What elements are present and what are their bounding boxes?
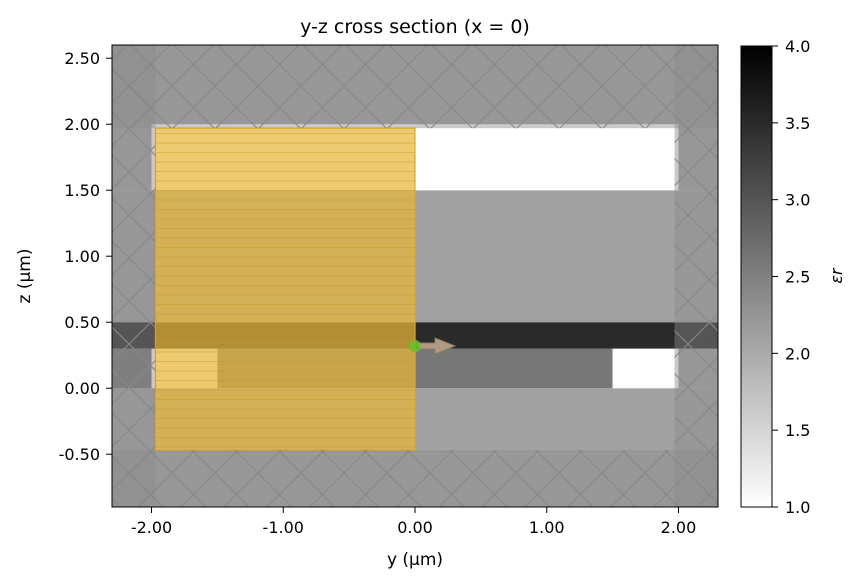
x-tick-label: 2.00 bbox=[661, 518, 697, 537]
permittivity-region bbox=[612, 348, 679, 389]
pml-hatch bbox=[112, 45, 718, 129]
plot-area bbox=[112, 45, 718, 507]
x-axis-ticks: -2.00 -1.00 0.00 1.00 2.00 bbox=[131, 507, 696, 537]
colorbar-tick-label: 4.0 bbox=[785, 37, 810, 56]
monitor-stripes bbox=[155, 128, 415, 451]
source-point bbox=[409, 339, 421, 352]
source-arrow bbox=[417, 337, 457, 355]
colorbar-ticks: 1.0 1.5 2.0 2.5 3.0 3.5 4.0 bbox=[772, 37, 810, 517]
y-tick-label: -0.50 bbox=[59, 445, 100, 464]
chart-title: y-z cross section (x = 0) bbox=[300, 16, 530, 38]
y-tick-label: 1.00 bbox=[64, 247, 100, 266]
y-axis-ticks: -0.50 0.00 0.50 1.00 1.50 2.00 2.50 bbox=[59, 49, 112, 464]
colorbar-tick-label: 3.5 bbox=[785, 114, 810, 133]
x-tick-label: 1.00 bbox=[529, 518, 565, 537]
colorbar-tick-label: 1.5 bbox=[785, 421, 810, 440]
colorbar-gradient bbox=[740, 45, 773, 508]
y-tick-label: 0.50 bbox=[64, 313, 100, 332]
x-axis-label: y (µm) bbox=[387, 550, 443, 570]
y-tick-label: 1.50 bbox=[64, 181, 100, 200]
source-marker bbox=[409, 337, 457, 355]
colorbar-tick-label: 3.0 bbox=[785, 191, 810, 210]
colorbar-tick-label: 2.5 bbox=[785, 268, 810, 287]
colorbar-tick-label: 2.0 bbox=[785, 344, 810, 363]
colorbar-label: εr bbox=[827, 267, 846, 284]
y-axis-label: z (µm) bbox=[15, 249, 35, 304]
y-tick-label: 0.00 bbox=[64, 379, 100, 398]
colorbar-tick-label: 1.0 bbox=[785, 498, 810, 517]
colorbar: 1.0 1.5 2.0 2.5 3.0 3.5 4.0 εr bbox=[740, 37, 846, 517]
x-tick-label: -2.00 bbox=[131, 518, 172, 537]
y-tick-label: 2.00 bbox=[64, 115, 100, 134]
pml-hatch bbox=[112, 450, 718, 507]
pml-hatch-regions bbox=[112, 45, 718, 507]
monitor-overlay bbox=[154, 127, 416, 451]
y-tick-label: 2.50 bbox=[64, 49, 100, 68]
x-tick-label: -1.00 bbox=[263, 518, 304, 537]
x-tick-label: 0.00 bbox=[397, 518, 433, 537]
